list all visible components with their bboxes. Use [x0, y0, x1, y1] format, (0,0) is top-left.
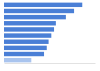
x-axis — [5, 63, 96, 64]
bar — [4, 27, 54, 31]
bar — [4, 46, 47, 50]
bar — [4, 33, 51, 37]
bars — [4, 3, 82, 63]
bar — [4, 21, 56, 25]
bar — [4, 3, 82, 7]
bar — [4, 40, 49, 44]
bar — [4, 15, 66, 19]
bar — [4, 52, 44, 56]
x-axis-line — [5, 63, 96, 64]
plot — [4, 3, 96, 64]
chart — [0, 0, 100, 71]
bar — [4, 9, 74, 13]
bar — [4, 58, 31, 62]
